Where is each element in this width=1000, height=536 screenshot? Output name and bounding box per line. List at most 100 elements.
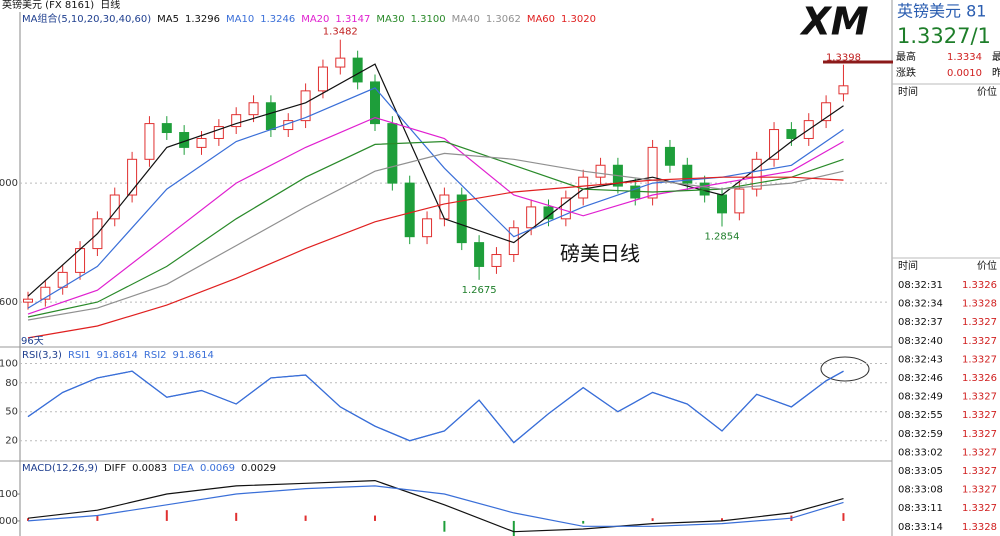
panel-bg (893, 0, 1000, 83)
row-label: 最高 (896, 50, 916, 63)
tick-price: 1.3326 (962, 280, 997, 291)
series-line (27, 176, 844, 339)
highlight-ellipse (820, 356, 870, 382)
legend-text: 1.3020 (561, 14, 596, 25)
y-tick-label: 20 (5, 436, 18, 447)
tick-price: 1.3327 (962, 447, 997, 458)
candle-body (751, 158, 762, 190)
candle-body (821, 102, 832, 122)
extreme-label: 1.3398 (826, 53, 861, 64)
row-label: 昨 (992, 67, 1000, 79)
candle-body (300, 90, 311, 122)
legend-text: DIFF (104, 463, 126, 474)
row-value: 0.0010 (947, 68, 982, 79)
candle-body (560, 197, 571, 220)
header-bg (0, 0, 780, 11)
series-line (27, 63, 844, 297)
tick-price: 1.3327 (962, 429, 997, 440)
candle-body (439, 194, 450, 220)
legend-text: MA组合(5,10,20,30,40,60) (22, 12, 151, 25)
candle-body (769, 129, 780, 160)
annotation: 磅美日线 (560, 242, 640, 266)
tick-time: 08:32:55 (898, 410, 943, 421)
tick-price: 1.3327 (962, 392, 997, 403)
candle-body (526, 206, 537, 229)
candle-body (213, 126, 224, 139)
candle-body (786, 129, 797, 139)
column-header: 时间 (898, 85, 918, 98)
legend-text: RSI2 (144, 350, 167, 361)
candle-body (196, 137, 207, 148)
candle-body (370, 81, 380, 125)
candle-body (127, 158, 138, 196)
legend-text: MA60 (527, 14, 555, 25)
legend-text: MA5 (157, 14, 179, 25)
candle-body (717, 194, 727, 214)
tick-time: 08:33:14 (898, 522, 943, 533)
y-tick-label: 100 (0, 358, 18, 369)
candle-body (231, 114, 242, 128)
extreme-label: 1.2675 (462, 285, 497, 296)
legend-text: RSI(3,3) (22, 350, 62, 361)
candle-body (838, 85, 849, 95)
legend-text: 1.3296 (185, 14, 220, 25)
legend-text: RSI1 (68, 350, 91, 361)
legend-text: MA30 (376, 14, 404, 25)
tick-price: 1.3327 (962, 410, 997, 421)
y-tick-label: 1.3000 (0, 178, 18, 189)
tick-time: 08:32:37 (898, 317, 943, 328)
candle-body (40, 286, 51, 300)
tick-price: 1.3327 (962, 354, 997, 365)
y-tick-label: 1.2600 (0, 297, 18, 308)
candle-body (144, 123, 155, 160)
candle-body (595, 164, 606, 178)
candle-body (352, 57, 363, 83)
candle-body (456, 194, 467, 244)
legend-text: 1.3147 (335, 14, 370, 25)
quote: 1.3327/1 (897, 24, 991, 48)
row-label: 最 (992, 51, 1000, 63)
candle-body (23, 298, 33, 303)
series-line (27, 479, 844, 533)
legend-text: DEA (173, 463, 194, 474)
legend-text: MA10 (226, 14, 254, 25)
extreme-label: 1.2854 (705, 232, 740, 243)
tick-price: 1.3327 (962, 336, 997, 347)
candle-body (317, 66, 328, 92)
candle-body (248, 102, 259, 116)
candle-body (734, 188, 745, 214)
candle-body (404, 182, 415, 238)
series-line (27, 370, 844, 444)
column-header: 价位 (977, 259, 997, 272)
candle-body (161, 123, 172, 134)
legend-text: 91.8614 (173, 350, 214, 361)
instrument-name: 英镑美元 81 (897, 2, 986, 21)
tick-price: 1.3327 (962, 317, 997, 328)
tick-time: 08:32:46 (898, 373, 943, 384)
series-line (27, 116, 844, 315)
legend-text: 0.0083 (132, 463, 167, 474)
tick-time: 08:32:34 (898, 299, 943, 310)
tick-time: 08:33:05 (898, 466, 943, 477)
legend-text: 1.3100 (411, 14, 446, 25)
tick-time: 08:32:59 (898, 429, 943, 440)
logo: XM (782, 0, 888, 52)
tick-time: 08:33:11 (898, 503, 943, 514)
y-tick-label: 50 (5, 407, 18, 418)
legend-text: MA20 (301, 14, 329, 25)
tick-time: 08:32:31 (898, 280, 943, 291)
logo-text: XM (799, 0, 868, 44)
tick-time: 08:32:43 (898, 354, 943, 365)
tick-price: 1.3327 (962, 485, 997, 496)
y-tick-label: 80 (5, 378, 18, 389)
candle-body (699, 182, 710, 196)
tick-price: 1.3326 (962, 373, 997, 384)
tick-time: 08:32:40 (898, 336, 943, 347)
tick-price: 1.3328 (962, 299, 997, 310)
series-line (27, 152, 844, 321)
days-label: 96天 (21, 336, 44, 347)
tick-time: 08:33:08 (898, 485, 943, 496)
